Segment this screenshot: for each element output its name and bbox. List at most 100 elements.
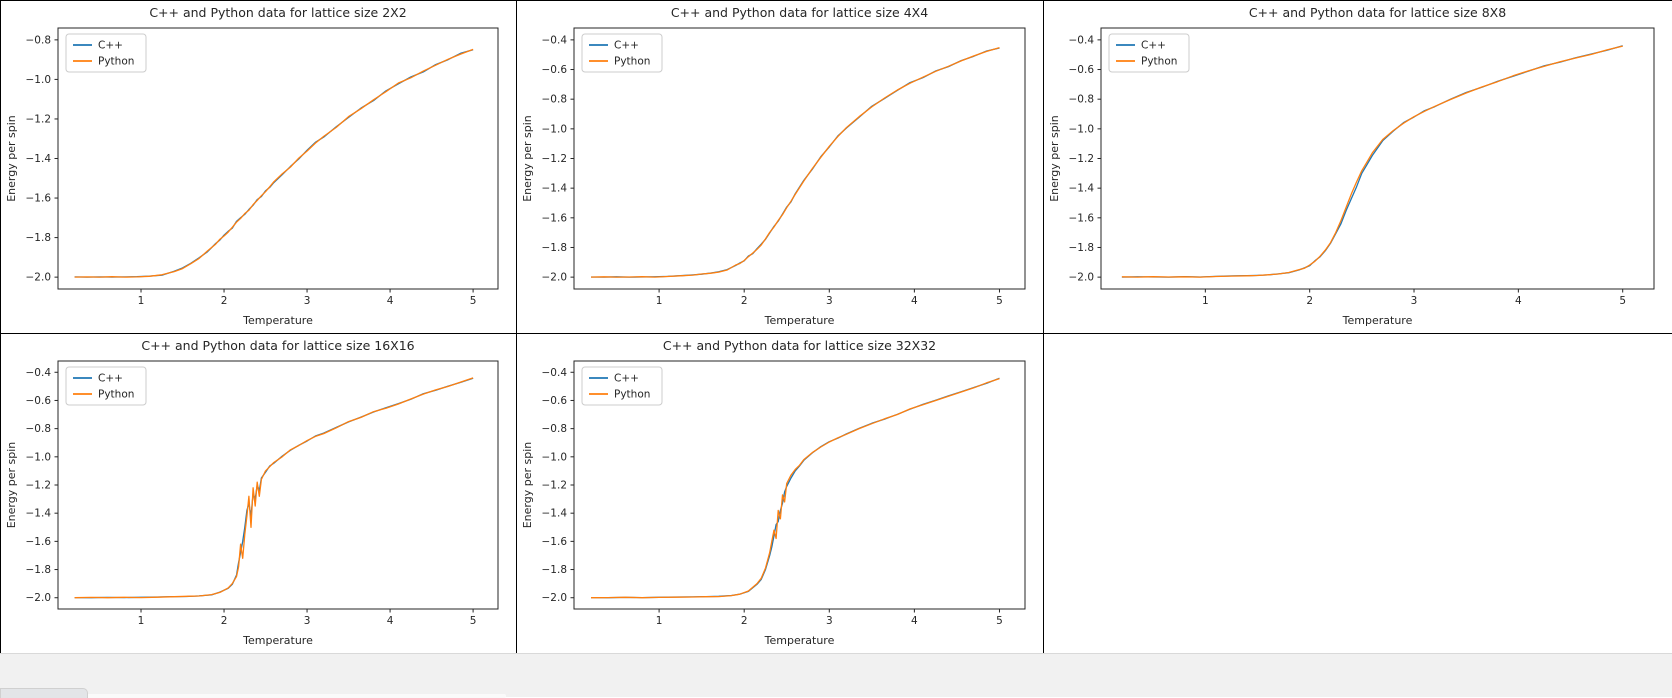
figure-cell-4x4: 1 2 3 4 5 −0.4 −0.6 −0.8 −1.0 −1.2 −1.4 −1.6 −1.8 −2.… [517, 1, 1044, 334]
svg-text:2: 2 [221, 615, 228, 627]
svg-text:−0.6: −0.6 [542, 64, 568, 76]
svg-text:5: 5 [470, 295, 477, 307]
svg-text:−0.4: −0.4 [26, 367, 52, 379]
svg-text:−0.8: −0.8 [542, 94, 568, 106]
svg-text:3: 3 [304, 295, 311, 307]
svg-text:−1.0: −1.0 [542, 123, 568, 135]
svg-text:Python: Python [614, 56, 650, 68]
svg-text:4: 4 [387, 615, 394, 627]
svg-text:4: 4 [1515, 295, 1522, 307]
bottom-bar [0, 653, 1672, 698]
svg-text:Python: Python [98, 389, 134, 401]
svg-text:C++ and Python data for lattic: C++ and Python data for lattice size 16X… [141, 338, 414, 353]
empty-cell [1044, 334, 1672, 654]
svg-text:4: 4 [911, 615, 918, 627]
svg-text:C++ and Python data for lattic: C++ and Python data for lattice size 4X4 [671, 5, 928, 20]
horizontal-scrollbar[interactable] [2, 694, 506, 698]
figure-cell-2x2: 1 2 3 4 5 −0.8 −1.0 −1.2 −1.4 −1.6 −1.8 −2.0 C++ and… [1, 1, 517, 334]
svg-text:Python: Python [98, 56, 134, 68]
svg-text:Temperature: Temperature [242, 634, 313, 647]
svg-text:C++: C++ [98, 373, 123, 385]
svg-text:−1.0: −1.0 [26, 451, 52, 463]
figure-cell-32x32: 1 2 3 4 5 −0.4 −0.6 −0.8 −1.0 −1.2 −1.4 −1.6 −1.8 −2.… [517, 334, 1044, 654]
svg-text:1: 1 [656, 295, 663, 307]
svg-text:−0.8: −0.8 [542, 423, 568, 435]
chart-2x2: 1 2 3 4 5 −0.8 −1.0 −1.2 −1.4 −1.6 −1.8 −2.0 C++ and… [2, 2, 514, 331]
svg-text:−1.2: −1.2 [542, 480, 568, 492]
svg-text:−1.2: −1.2 [26, 480, 52, 492]
svg-text:Temperature: Temperature [242, 314, 313, 327]
svg-text:3: 3 [826, 615, 833, 627]
svg-text:−0.6: −0.6 [542, 395, 568, 407]
svg-text:−1.4: −1.4 [542, 183, 568, 195]
svg-text:Temperature: Temperature [764, 634, 835, 647]
figure-cell-8x8: 1 2 3 4 5 −0.4 −0.6 −0.8 −1.0 −1.2 −1.4 −1.6 −1.8 −2.… [1044, 1, 1672, 334]
svg-text:1: 1 [138, 615, 145, 627]
svg-text:−1.8: −1.8 [542, 242, 568, 254]
svg-text:2: 2 [1306, 295, 1313, 307]
svg-text:3: 3 [826, 295, 833, 307]
svg-text:−1.0: −1.0 [542, 451, 568, 463]
svg-text:−0.6: −0.6 [1069, 64, 1095, 76]
svg-text:Energy per spin: Energy per spin [521, 442, 534, 529]
svg-text:Temperature: Temperature [1342, 314, 1413, 327]
svg-text:Temperature: Temperature [764, 314, 835, 327]
svg-text:−0.8: −0.8 [1069, 94, 1095, 106]
svg-text:−1.6: −1.6 [542, 212, 568, 224]
svg-text:C++: C++ [98, 40, 123, 52]
svg-text:Python: Python [614, 389, 650, 401]
svg-text:5: 5 [470, 615, 477, 627]
svg-text:Python: Python [1141, 56, 1177, 68]
svg-text:−1.6: −1.6 [26, 193, 52, 205]
svg-text:C++ and Python data for lattic: C++ and Python data for lattice size 32X… [663, 338, 936, 353]
chart-32x32: 1 2 3 4 5 −0.4 −0.6 −0.8 −1.0 −1.2 −1.4 −1.6 −1.8 −2.… [518, 335, 1041, 651]
chart-16x16: 1 2 3 4 5 −0.4 −0.6 −0.8 −1.0 −1.2 −1.4 −1.6 −1.8 −2.… [2, 335, 514, 651]
svg-text:−1.4: −1.4 [1069, 183, 1095, 195]
svg-text:5: 5 [996, 615, 1003, 627]
svg-text:−0.4: −0.4 [542, 367, 568, 379]
svg-text:1: 1 [138, 295, 145, 307]
svg-text:−1.2: −1.2 [542, 153, 568, 165]
svg-text:4: 4 [911, 295, 918, 307]
svg-text:2: 2 [741, 295, 748, 307]
svg-text:−1.6: −1.6 [542, 536, 568, 548]
svg-text:C++: C++ [1141, 40, 1166, 52]
figure-cell-16x16: 1 2 3 4 5 −0.4 −0.6 −0.8 −1.0 −1.2 −1.4 −1.6 −1.8 −2.… [1, 334, 517, 654]
svg-text:−1.6: −1.6 [26, 536, 52, 548]
svg-text:−1.4: −1.4 [26, 508, 52, 520]
chart-4x4: 1 2 3 4 5 −0.4 −0.6 −0.8 −1.0 −1.2 −1.4 −1.6 −1.8 −2.… [518, 2, 1041, 331]
svg-text:−1.4: −1.4 [26, 153, 52, 165]
svg-text:3: 3 [1411, 295, 1418, 307]
svg-text:3: 3 [304, 615, 311, 627]
svg-text:−1.2: −1.2 [1069, 153, 1095, 165]
svg-text:−2.0: −2.0 [542, 592, 568, 604]
svg-text:5: 5 [996, 295, 1003, 307]
svg-text:1: 1 [1202, 295, 1209, 307]
svg-text:−1.6: −1.6 [1069, 212, 1095, 224]
svg-text:−1.8: −1.8 [542, 564, 568, 576]
svg-text:5: 5 [1619, 295, 1626, 307]
svg-text:−1.2: −1.2 [26, 113, 52, 125]
svg-text:−2.0: −2.0 [26, 592, 52, 604]
svg-text:Energy per spin: Energy per spin [521, 115, 534, 202]
svg-text:−1.8: −1.8 [26, 232, 52, 244]
svg-text:Energy per spin: Energy per spin [5, 442, 18, 529]
svg-text:−2.0: −2.0 [26, 272, 52, 284]
svg-text:−2.0: −2.0 [1069, 272, 1095, 284]
svg-text:−0.8: −0.8 [26, 423, 52, 435]
chart-8x8: 1 2 3 4 5 −0.4 −0.6 −0.8 −1.0 −1.2 −1.4 −1.6 −1.8 −2.… [1045, 2, 1670, 331]
svg-text:1: 1 [656, 615, 663, 627]
svg-text:C++ and Python data for lattic: C++ and Python data for lattice size 8X8 [1249, 5, 1506, 20]
svg-text:C++: C++ [614, 373, 639, 385]
status-chip [0, 688, 88, 698]
svg-text:−0.4: −0.4 [1069, 34, 1095, 46]
svg-text:2: 2 [741, 615, 748, 627]
svg-text:−0.6: −0.6 [26, 395, 52, 407]
svg-text:−0.8: −0.8 [26, 34, 52, 46]
svg-text:C++: C++ [614, 40, 639, 52]
svg-text:−1.8: −1.8 [26, 564, 52, 576]
svg-text:−0.4: −0.4 [542, 34, 568, 46]
figure-grid: 1 2 3 4 5 −0.8 −1.0 −1.2 −1.4 −1.6 −1.8 −2.0 C++ and… [0, 0, 1672, 654]
svg-text:−1.0: −1.0 [26, 74, 52, 86]
svg-text:2: 2 [221, 295, 228, 307]
